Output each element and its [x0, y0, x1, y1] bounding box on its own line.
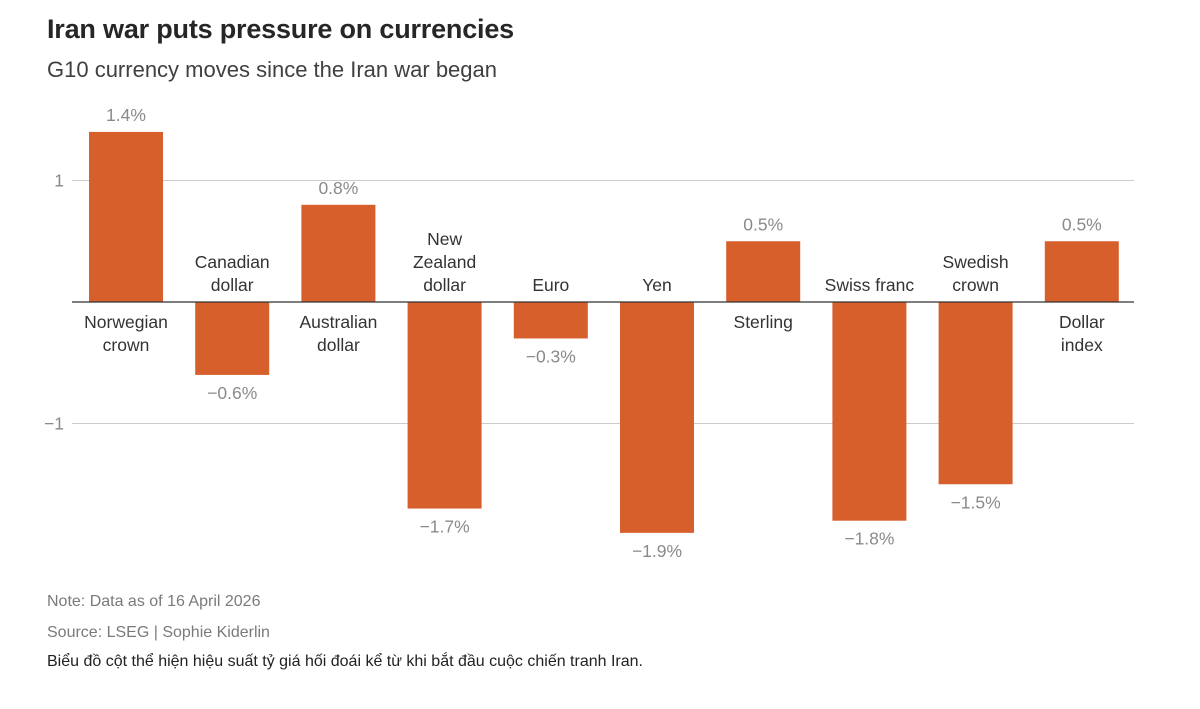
data-label: −0.3%	[526, 346, 576, 366]
y-tick-label: −1	[44, 414, 64, 434]
category-label: Swiss franc	[825, 275, 915, 295]
data-label: −1.9%	[632, 541, 682, 561]
bar	[89, 131, 163, 302]
data-label: 0.8%	[318, 178, 358, 198]
bar	[301, 204, 376, 302]
bar	[938, 302, 1013, 485]
bar	[726, 241, 801, 302]
data-label: −1.5%	[951, 492, 1001, 512]
chart-caption: Biểu đồ cột thể hiện hiệu suất tỷ giá hố…	[47, 653, 643, 670]
chart-note: Note: Data as of 16 April 2026	[47, 593, 261, 610]
category-label: Yen	[642, 275, 672, 295]
category-label: Sterling	[734, 312, 793, 332]
category-label: Swedish crown	[943, 252, 1009, 295]
bar	[513, 302, 588, 339]
chart-subtitle: G10 currency moves since the Iran war be…	[47, 57, 498, 82]
chart-source: Source: LSEG | Sophie Kiderlin	[47, 624, 270, 641]
category-label: Norwegian crown	[84, 312, 168, 355]
category-label: Dollar index	[1059, 312, 1105, 355]
data-label: −1.8%	[844, 529, 894, 549]
data-label: −0.6%	[207, 383, 257, 403]
bar	[407, 302, 482, 509]
bar	[620, 302, 694, 533]
category-label: Euro	[532, 275, 569, 295]
category-label: Canadian dollar	[195, 252, 270, 295]
category-label: Australian dollar	[299, 312, 377, 355]
bar-chart: 1 −1 1.4% Norwegian crown −0.6% Canadian dollar…	[44, 105, 1134, 561]
data-label: 0.5%	[743, 214, 783, 234]
bar	[1044, 241, 1119, 302]
chart-title: Iran war puts pressure on currencies	[47, 14, 514, 44]
y-tick-label: 1	[54, 171, 64, 191]
data-label: −1.7%	[420, 517, 470, 537]
bar	[195, 302, 270, 375]
category-label: New Zealand dollar	[413, 229, 476, 295]
data-label: 1.4%	[106, 105, 146, 125]
bar	[832, 302, 907, 521]
data-label: 0.5%	[1062, 214, 1102, 234]
